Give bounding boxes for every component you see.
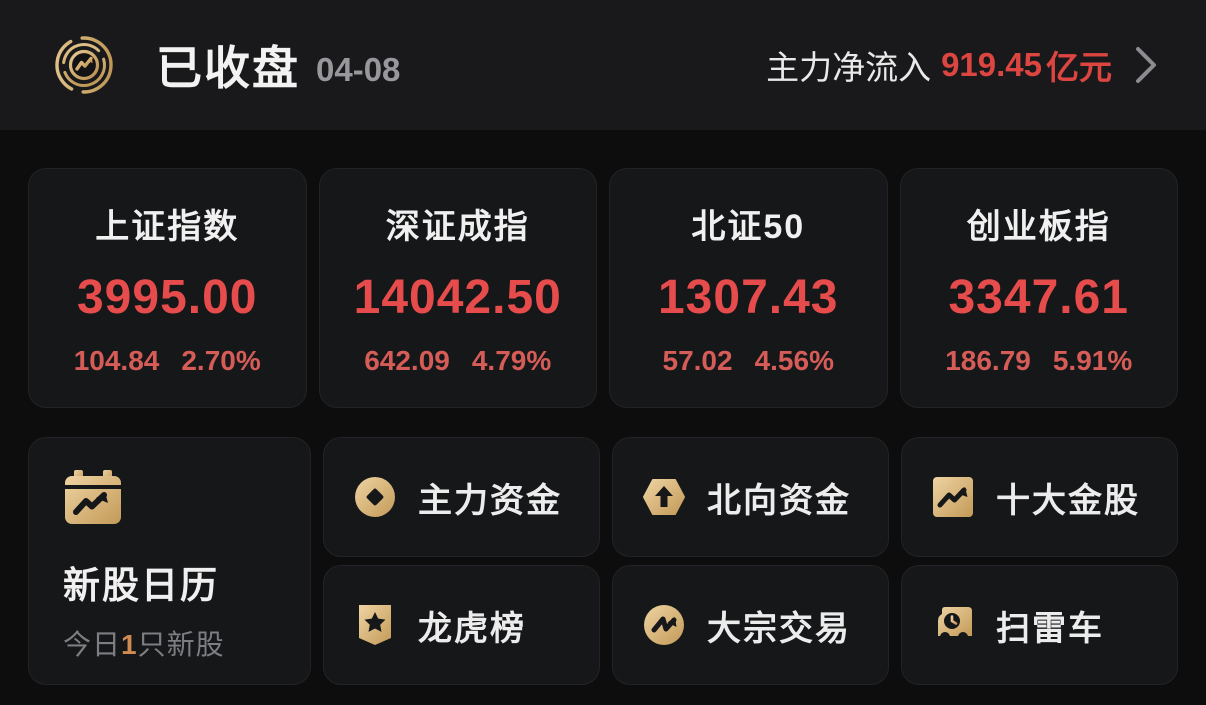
trend-square-icon — [932, 476, 974, 518]
index-change-row: 642.09 4.79% — [364, 345, 551, 377]
index-change: 642.09 — [364, 345, 450, 376]
new-stock-calendar-card[interactable]: 新股日历 今日1只新股 — [28, 437, 311, 685]
shortcut-label: 北向资金 — [707, 481, 851, 520]
shortcut-mine-sweeper[interactable]: 扫雷车 — [901, 565, 1178, 685]
truck-icon — [932, 604, 974, 646]
shortcut-dragon-tiger-list[interactable]: 龙虎榜 — [323, 565, 600, 685]
calendar-subtitle-suffix: 只新股 — [137, 629, 225, 660]
shortcut-label: 扫雷车 — [996, 609, 1104, 648]
index-change-pct: 2.70% — [181, 345, 261, 376]
new-stock-count: 1 — [121, 629, 138, 660]
shortcut-grid: 主力资金 北向资金 十大金股 — [323, 437, 1178, 685]
main-inflow-link[interactable]: 主力净流入 919.45 亿元 — [766, 41, 1160, 89]
gold-trend-badge-icon — [52, 33, 116, 97]
index-card-chinext[interactable]: 创业板指 3347.61 186.79 5.91% — [899, 168, 1178, 408]
exchange-circle-icon — [643, 604, 685, 646]
inflow-value: 919.45 — [941, 46, 1042, 83]
index-card-row: 上证指数 3995.00 104.84 2.70% 深证成指 14042.50 … — [28, 168, 1178, 408]
index-value: 1307.43 — [657, 271, 839, 324]
inflow-label: 主力净流入 — [766, 49, 932, 86]
index-change-row: 104.84 2.70% — [74, 345, 261, 377]
index-value: 14042.50 — [353, 271, 562, 324]
shortcut-label: 十大金股 — [996, 481, 1140, 520]
shortcut-block-trades[interactable]: 大宗交易 — [612, 565, 889, 685]
index-card-shenzhen[interactable]: 深证成指 14042.50 642.09 4.79% — [318, 168, 597, 408]
index-change-pct: 5.91% — [1052, 345, 1133, 376]
calendar-title: 新股日历 — [63, 565, 219, 606]
shortcut-label: 大宗交易 — [707, 609, 851, 648]
index-change-pct: 4.79% — [471, 345, 552, 376]
shortcut-label: 龙虎榜 — [418, 609, 526, 648]
shortcut-label: 主力资金 — [418, 481, 562, 520]
market-status: 已收盘 — [156, 42, 300, 94]
index-name: 深证成指 — [385, 208, 530, 246]
index-name: 北证50 — [691, 208, 806, 246]
calendar-subtitle-prefix: 今日 — [63, 629, 122, 660]
index-name: 创业板指 — [966, 208, 1111, 246]
calendar-subtitle: 今日1只新股 — [63, 623, 310, 663]
calendar-trend-icon — [63, 470, 123, 527]
index-value: 3347.61 — [948, 271, 1129, 324]
index-value: 3995.00 — [76, 271, 258, 324]
shortcut-top-ten-gold-stocks[interactable]: 十大金股 — [901, 437, 1178, 557]
index-change: 104.84 — [73, 345, 160, 376]
market-date: 04-08 — [316, 51, 401, 88]
index-card-shanghai[interactable]: 上证指数 3995.00 104.84 2.70% — [28, 168, 307, 408]
shortcut-main-funds[interactable]: 主力资金 — [323, 437, 600, 557]
hexagon-up-arrow-icon — [643, 476, 685, 518]
index-change: 186.79 — [945, 345, 1031, 376]
index-change-pct: 4.56% — [754, 345, 834, 376]
index-change-row: 57.02 4.56% — [663, 345, 834, 377]
index-name: 上证指数 — [95, 208, 240, 246]
ribbon-star-icon — [354, 604, 396, 646]
index-card-beijing50[interactable]: 北证50 1307.43 57.02 4.56% — [609, 168, 888, 408]
inflow-unit: 亿元 — [1046, 49, 1112, 86]
header-bar: 已收盘 04-08 主力净流入 919.45 亿元 — [0, 0, 1206, 130]
shortcut-northbound-funds[interactable]: 北向资金 — [612, 437, 889, 557]
bottom-section: 新股日历 今日1只新股 主力资金 北向资金 — [28, 437, 1178, 685]
coin-icon — [354, 476, 396, 518]
index-change-row: 186.79 5.91% — [945, 345, 1132, 377]
index-change: 57.02 — [662, 345, 733, 376]
chevron-right-icon — [1134, 45, 1160, 85]
